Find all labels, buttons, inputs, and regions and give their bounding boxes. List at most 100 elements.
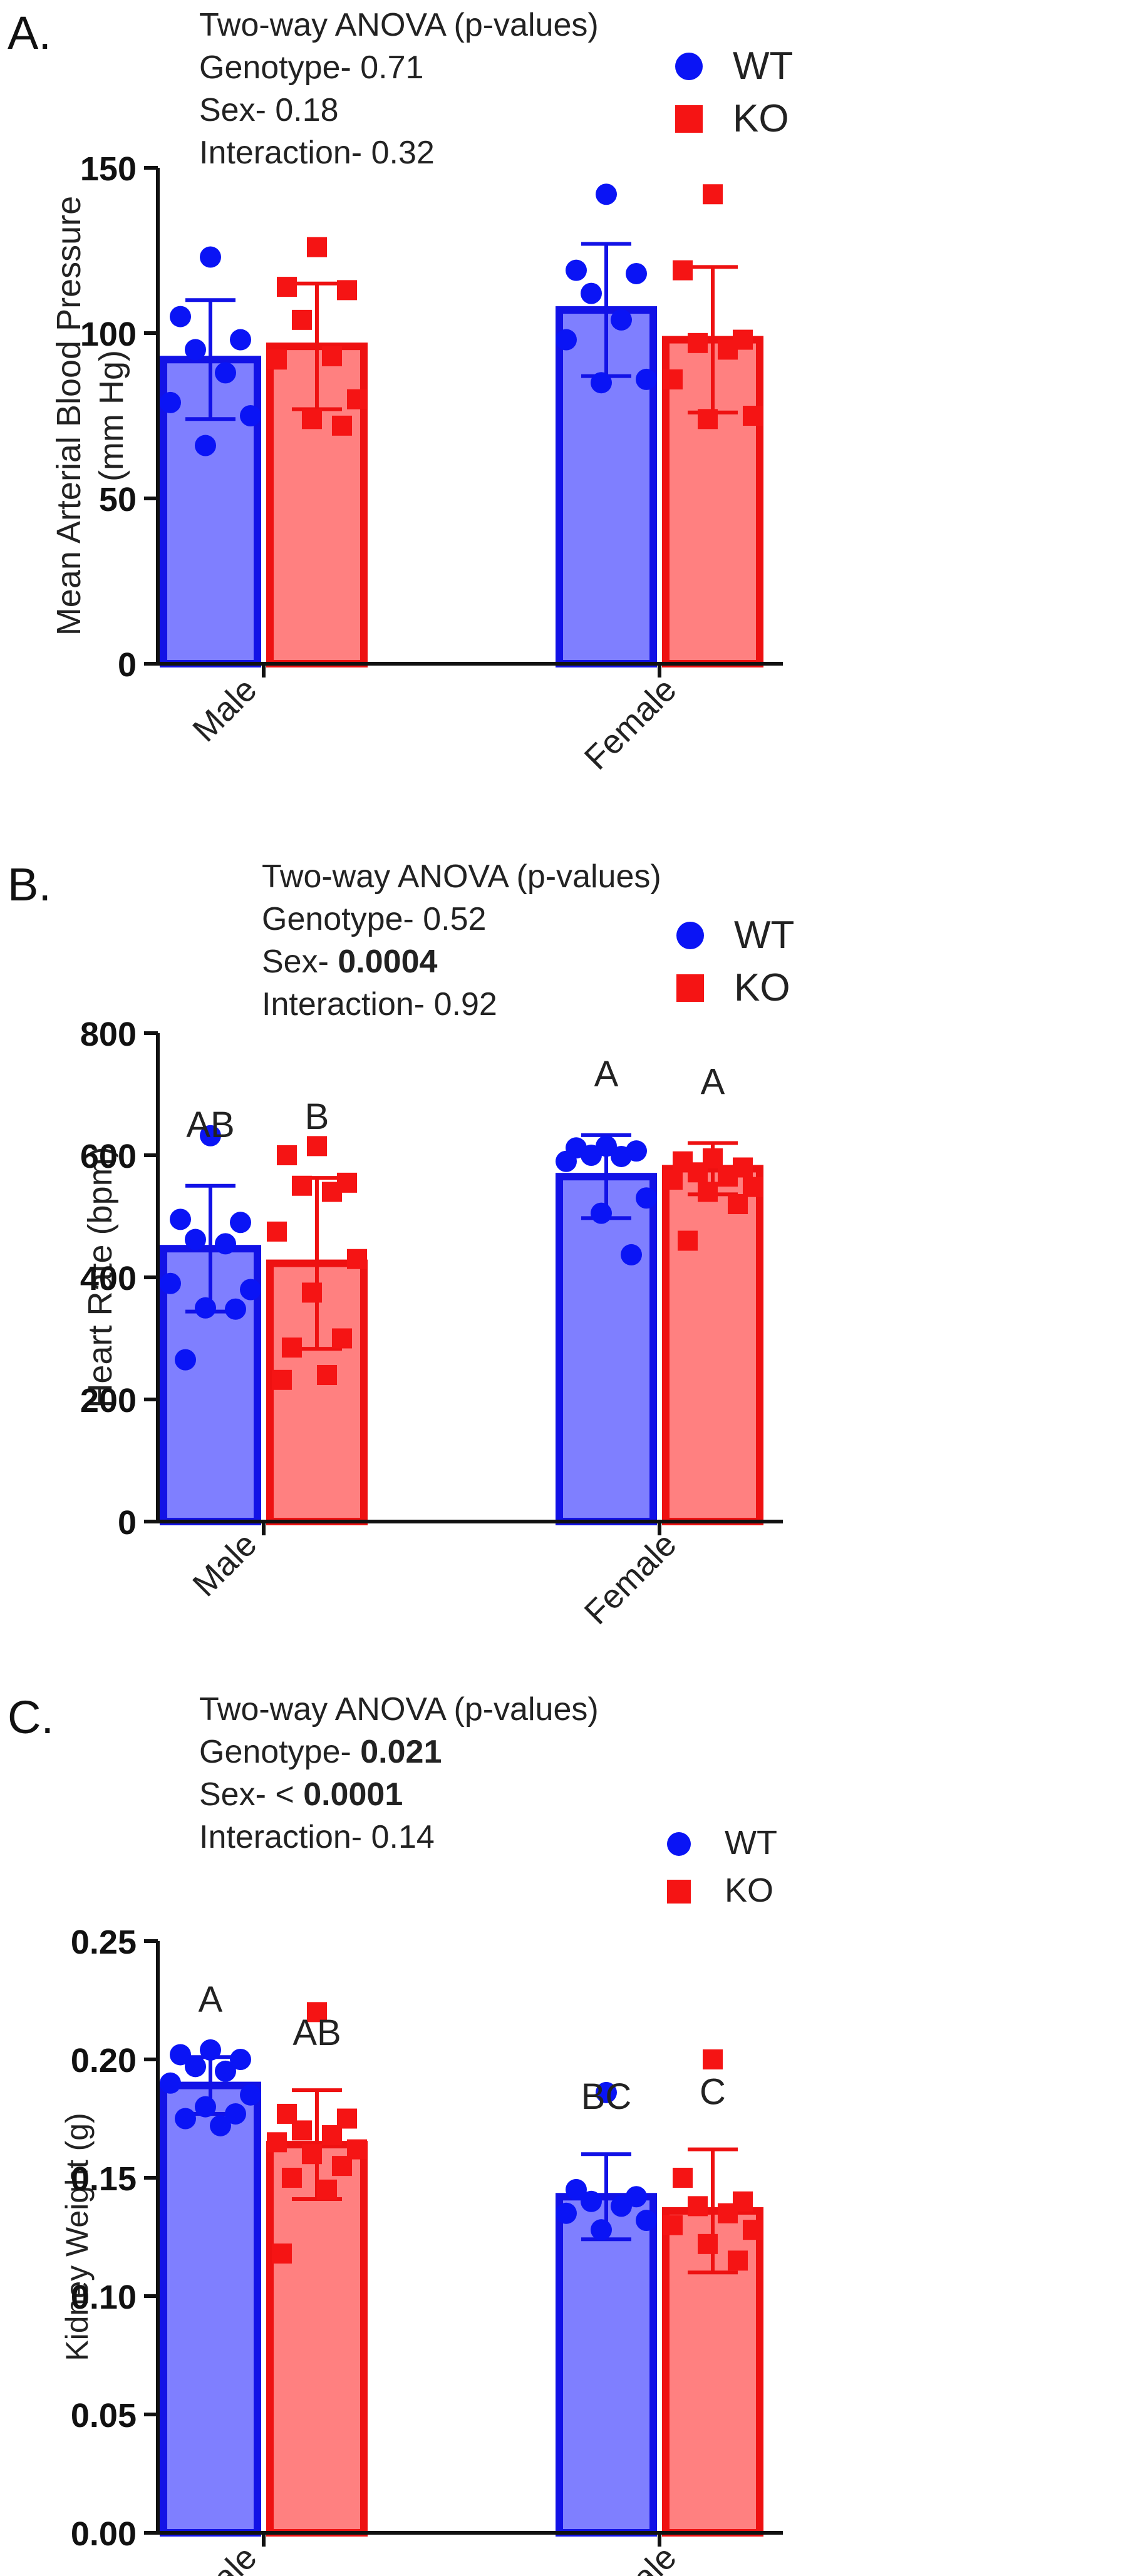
data-point [195, 2096, 216, 2118]
anova-box: Two-way ANOVA (p-values) Genotype- 0.52 … [262, 855, 661, 1026]
data-point [611, 309, 632, 331]
legend-label-wt: WT [725, 1824, 777, 1862]
panel-label: B. [8, 858, 51, 910]
data-point [210, 2115, 231, 2136]
panel-a: A. Two-way ANOVA (p-values) Genotype- 0.… [0, 0, 1143, 833]
anova-title: Two-way ANOVA (p-values) [199, 1691, 599, 1728]
data-point [277, 1145, 297, 1165]
y-tick-label: 0.20 [71, 2042, 137, 2079]
data-point [272, 2243, 292, 2264]
data-point [160, 1272, 181, 1294]
data-point [698, 409, 718, 430]
data-point [215, 2060, 236, 2082]
anova-value: 0.14 [371, 1819, 435, 1855]
data-point [215, 362, 236, 384]
y-tick-label: 200 [80, 1382, 137, 1419]
data-point [626, 262, 647, 284]
y-tick-label: 0 [118, 1504, 137, 1542]
data-point [302, 2144, 322, 2165]
y-tick-label: 50 [99, 481, 137, 518]
data-point [282, 2168, 302, 2188]
data-point [678, 1230, 698, 1251]
anova-label: Genotype- [199, 1734, 361, 1770]
significance-letter: C [700, 2072, 726, 2113]
bar-chart: Kidney Weight (g) A AB BC C 0.00 0.05 0.10 0.15 0… [59, 1924, 783, 2576]
data-point [185, 2056, 206, 2078]
bar [662, 1165, 763, 1525]
anova-label: Sex- < [199, 1776, 304, 1813]
data-point [230, 329, 251, 351]
legend-label-wt: WT [734, 914, 795, 957]
y-tick-label: 0.00 [71, 2515, 137, 2553]
anova-label: Interaction- [199, 1819, 371, 1855]
data-point [322, 346, 342, 366]
data-point [636, 2210, 657, 2232]
bar-chart: Mean Arterial Blood Pressure (mm Hg) 0 50 10… [50, 150, 783, 777]
anova-value: 0.021 [360, 1734, 442, 1770]
anova-label: Interaction- [199, 135, 371, 171]
significance-letter: A [594, 1054, 619, 1095]
anova-title: Two-way ANOVA (p-values) [199, 7, 599, 43]
data-point [332, 1328, 352, 1349]
x-tick-label: Male [185, 2538, 264, 2576]
data-point [596, 183, 617, 205]
y-tick-label: 0.25 [71, 1924, 137, 1961]
data-point [621, 1244, 642, 1265]
bar [266, 2141, 368, 2537]
data-point [718, 2203, 738, 2223]
data-point [698, 1182, 718, 1202]
y-axis-label: Heart Rate (bpm) [81, 1146, 119, 1408]
data-point [581, 1145, 602, 1166]
data-point [566, 2178, 587, 2200]
anova-label: Sex- [262, 944, 338, 980]
anova-value: 0.52 [423, 901, 487, 937]
data-point [718, 339, 738, 360]
data-point [337, 280, 357, 301]
legend-marker-wt [667, 1832, 691, 1856]
significance-letter: A [199, 1979, 223, 2020]
data-point [556, 1150, 577, 1172]
data-point [556, 2202, 577, 2224]
data-point [292, 2120, 312, 2141]
anova-box: Two-way ANOVA (p-values) Genotype- 0.71 … [199, 4, 599, 174]
data-point [663, 2215, 683, 2235]
panel-c: C. Two-way ANOVA (p-values) Genotype- 0.… [0, 1684, 1143, 2576]
data-point [277, 277, 297, 297]
data-point [673, 260, 693, 281]
legend-label-ko: KO [733, 97, 789, 140]
data-point [160, 391, 181, 413]
y-axis-label: (mm Hg) [93, 350, 130, 482]
x-tick-label: Female [577, 1525, 684, 1632]
data-point [302, 1282, 322, 1303]
data-point [591, 372, 612, 394]
data-point [240, 1279, 261, 1301]
legend-label-ko: KO [725, 1872, 774, 1909]
anova-value: 0.92 [433, 986, 497, 1023]
data-point [317, 1365, 337, 1385]
data-point [663, 1170, 683, 1190]
data-point [292, 309, 312, 330]
data-point [703, 184, 723, 205]
y-tick-label: 0.15 [71, 2160, 137, 2198]
anova-value: 0.0004 [338, 944, 438, 980]
y-axis-label: Mean Arterial Blood Pressure [50, 196, 88, 636]
data-point [636, 1187, 657, 1209]
data-point [556, 329, 577, 351]
data-point [230, 2049, 251, 2070]
data-point [581, 282, 602, 304]
y-tick-label: 0.10 [71, 2279, 137, 2316]
data-point [225, 2103, 246, 2125]
y-tick-label: 150 [80, 150, 137, 188]
y-axis-label: Kidney Weight (g) [59, 2113, 95, 2361]
data-point [718, 1167, 738, 1187]
data-point [185, 1229, 206, 1250]
data-point [611, 2195, 632, 2217]
data-point [322, 1182, 342, 1202]
legend-marker-wt [675, 53, 703, 80]
legend-marker-wt [676, 922, 704, 949]
data-point [170, 2044, 191, 2066]
data-point [688, 2196, 708, 2217]
x-tick-label: Female [577, 2538, 684, 2576]
data-point [728, 1194, 748, 1214]
data-point [267, 349, 287, 370]
